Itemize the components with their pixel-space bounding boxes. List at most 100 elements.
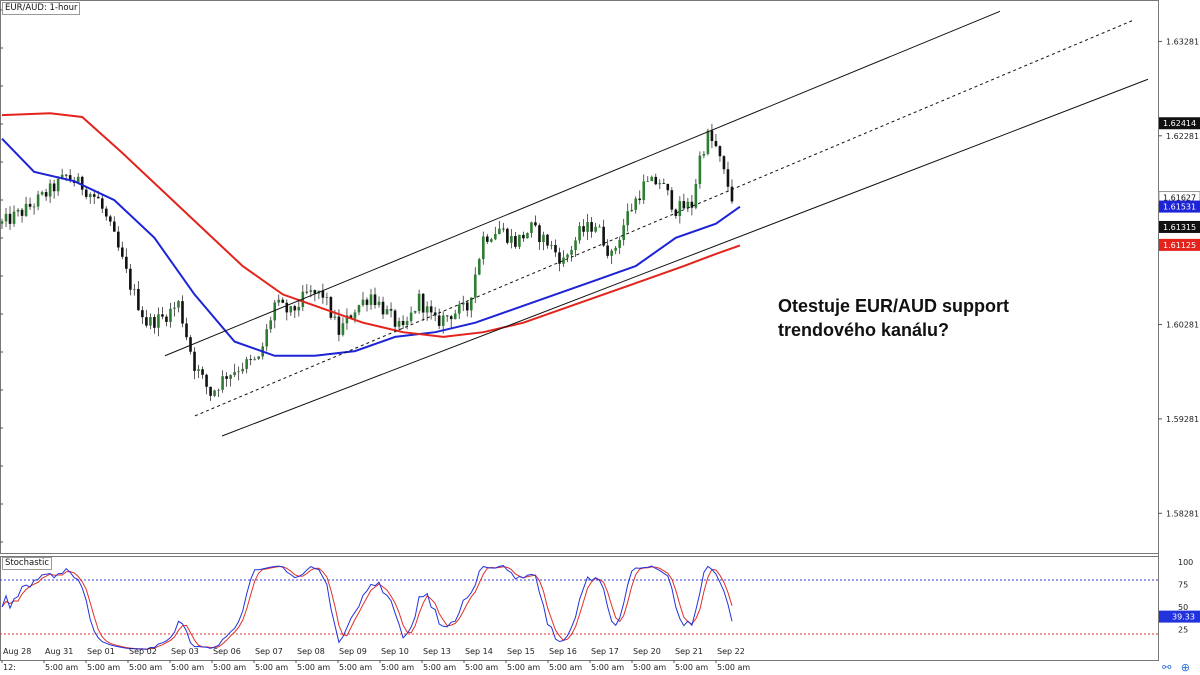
- bullish-candle: [221, 376, 224, 390]
- bearish-candle: [125, 256, 128, 269]
- add-icon[interactable]: ⊕: [1180, 661, 1190, 674]
- bearish-candle: [329, 297, 333, 318]
- time-axis-time-label: 5:00 am: [339, 663, 372, 672]
- bullish-candle: [257, 356, 260, 359]
- bearish-candle: [64, 174, 68, 176]
- price-axis-label: 1.63281: [1166, 37, 1199, 46]
- bearish-candle: [401, 320, 405, 326]
- link-icon[interactable]: ⚯: [1162, 661, 1172, 674]
- bullish-candle: [626, 211, 629, 226]
- channel-upper-line: [164, 10, 1001, 357]
- bullish-candle: [213, 390, 216, 396]
- time-axis-date-label: Sep 16: [549, 647, 577, 656]
- bullish-candle: [32, 206, 36, 208]
- bullish-candle: [157, 314, 160, 328]
- bullish-candle: [646, 181, 650, 182]
- bullish-candle: [4, 213, 8, 222]
- bullish-candle: [385, 309, 389, 315]
- oscillator-panel-frame: [0, 556, 1159, 661]
- bullish-candle: [650, 176, 654, 182]
- bullish-candle: [610, 250, 613, 256]
- bearish-candle: [690, 201, 694, 208]
- time-axis-time-label: 5:00 am: [423, 663, 456, 672]
- bearish-candle: [445, 315, 449, 317]
- bearish-candle: [80, 176, 84, 190]
- channel-midline: [194, 20, 1133, 417]
- bearish-candle: [44, 192, 48, 197]
- bearish-candle: [666, 183, 670, 191]
- annotation-line-1: Otestuje EUR/AUD support: [778, 296, 1010, 316]
- time-axis-date-label: Sep 20: [633, 647, 661, 656]
- bullish-candle: [60, 174, 64, 179]
- bearish-candle: [189, 337, 192, 352]
- bullish-candle: [469, 297, 473, 311]
- bearish-candle: [506, 228, 509, 243]
- time-axis-time-label: 5:00 am: [297, 663, 330, 672]
- bullish-candle: [598, 226, 601, 228]
- bottom-toolbar: ⚯ ⊕: [1156, 661, 1190, 674]
- bullish-candle: [76, 176, 80, 183]
- bullish-candle: [441, 315, 445, 326]
- bearish-candle: [670, 190, 674, 210]
- bearish-candle: [682, 201, 686, 209]
- bearish-candle: [465, 302, 469, 311]
- bearish-candle: [225, 376, 228, 379]
- bearish-candle: [141, 310, 144, 318]
- bullish-candle: [397, 320, 401, 327]
- bearish-candle: [349, 315, 353, 319]
- bullish-candle: [361, 299, 365, 306]
- bearish-candle: [108, 216, 112, 222]
- bullish-candle: [341, 323, 345, 335]
- bearish-candle: [606, 245, 609, 256]
- bullish-candle: [273, 302, 277, 321]
- bearish-candle: [193, 351, 196, 371]
- oscillator-axis-label: 100: [1178, 558, 1193, 567]
- time-axis-date-label: Sep 02: [129, 647, 157, 656]
- bearish-candle: [96, 196, 100, 199]
- bearish-candle: [104, 208, 108, 217]
- bearish-candle: [538, 225, 541, 243]
- bearish-candle: [129, 268, 132, 290]
- bullish-candle: [253, 358, 256, 360]
- bearish-candle: [714, 141, 718, 147]
- bullish-candle: [133, 288, 136, 290]
- bearish-candle: [185, 323, 188, 338]
- candles: [0, 123, 734, 402]
- time-axis-date-label: Sep 21: [675, 647, 703, 656]
- bullish-candle: [457, 304, 461, 314]
- bullish-candle: [241, 368, 244, 372]
- stochastic-d-line: [1, 566, 733, 650]
- bearish-candle: [449, 316, 453, 320]
- time-axis-time-label: 5:00 am: [381, 663, 414, 672]
- bearish-candle: [654, 176, 658, 185]
- bearish-candle: [117, 231, 120, 248]
- bearish-candle: [718, 146, 722, 157]
- bearish-candle: [84, 189, 88, 197]
- bullish-candle: [245, 359, 248, 369]
- bullish-candle: [88, 194, 92, 197]
- bearish-candle: [321, 290, 325, 298]
- time-axis-time-label: 5:00 am: [171, 663, 204, 672]
- bullish-candle: [377, 301, 381, 305]
- bullish-candle: [237, 371, 240, 373]
- bullish-candle: [594, 226, 597, 232]
- bullish-candle: [562, 257, 565, 264]
- time-axis-date-label: Sep 08: [297, 647, 325, 656]
- time-axis-time-label: 5:00 am: [717, 663, 750, 672]
- bullish-candle: [169, 308, 172, 322]
- bullish-candle: [149, 316, 152, 326]
- bearish-candle: [161, 314, 164, 317]
- bullish-candle: [269, 320, 273, 330]
- bearish-candle: [205, 374, 208, 387]
- bullish-candle: [542, 234, 545, 243]
- bullish-candle: [333, 316, 337, 318]
- bullish-candle: [12, 211, 16, 224]
- bearish-candle: [68, 175, 72, 181]
- bearish-candle: [92, 194, 96, 197]
- time-axis-time-label: 12:: [3, 663, 16, 672]
- bearish-candle: [534, 222, 537, 226]
- oscillator-axis-label: 50: [1178, 603, 1188, 612]
- bearish-candle: [710, 130, 714, 142]
- time-axis-time-label: 5:00 am: [213, 663, 246, 672]
